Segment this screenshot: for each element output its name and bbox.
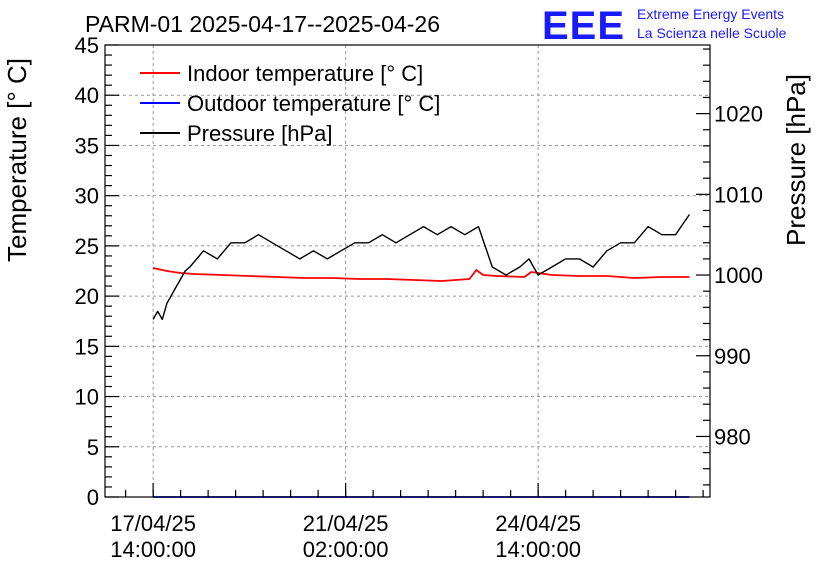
y-tick-label: 20 <box>75 284 99 309</box>
y2-tick-label: 1020 <box>714 102 763 127</box>
y-axis-title: Temperature [° C] <box>2 58 32 262</box>
y2-tick-label: 980 <box>714 424 751 449</box>
legend-label: Pressure [hPa] <box>187 121 333 146</box>
y2-tick-label: 1010 <box>714 182 763 207</box>
series-layer <box>152 214 690 498</box>
eee-logo: EEE Extreme Energy Events La Scienza nel… <box>542 4 787 48</box>
y-tick-label: 40 <box>75 83 99 108</box>
y-tick-label: 45 <box>75 33 99 58</box>
y2-tick-label: 990 <box>714 344 751 369</box>
y-tick-label: 25 <box>75 234 99 259</box>
legend-label: Indoor temperature [° C] <box>187 61 423 86</box>
y-tick-label: 10 <box>75 385 99 410</box>
legend-label: Outdoor temperature [° C] <box>187 91 440 116</box>
logo-line-1: Extreme Energy Events <box>637 6 784 22</box>
y2-tick-label: 1000 <box>714 263 763 288</box>
x-tick-label-date: 17/04/25 <box>110 511 196 536</box>
axes: 0 5 10 15 20 25 30 35 40 45 980 990 1000 1010 1020 17/0… <box>75 33 763 562</box>
y-tick-label: 30 <box>75 184 99 209</box>
chart-title: PARM-01 2025-04-17--2025-04-26 <box>85 11 440 37</box>
x-tick-label-time: 02:00:00 <box>303 537 389 562</box>
x-tick-label-time: 14:00:00 <box>495 537 581 562</box>
x-tick-label-date: 24/04/25 <box>495 511 581 536</box>
y-tick-label: 35 <box>75 133 99 158</box>
y-tick-label: 0 <box>87 485 99 510</box>
x-tick-label-time: 14:00:00 <box>110 537 196 562</box>
x-tick-label-date: 21/04/25 <box>303 511 389 536</box>
series-line-1 <box>152 267 690 282</box>
y-tick-label: 15 <box>75 334 99 359</box>
legend: Indoor temperature [° C] Outdoor temperat… <box>140 61 440 146</box>
logo-line-2: La Scienza nelle Scuole <box>637 25 787 41</box>
plot-frame <box>104 44 711 498</box>
grid <box>105 45 710 497</box>
series-line-3 <box>152 214 690 321</box>
y2-axis-title: Pressure [hPa] <box>781 74 811 246</box>
logo-mark: EEE <box>542 4 625 48</box>
y-tick-label: 5 <box>87 435 99 460</box>
